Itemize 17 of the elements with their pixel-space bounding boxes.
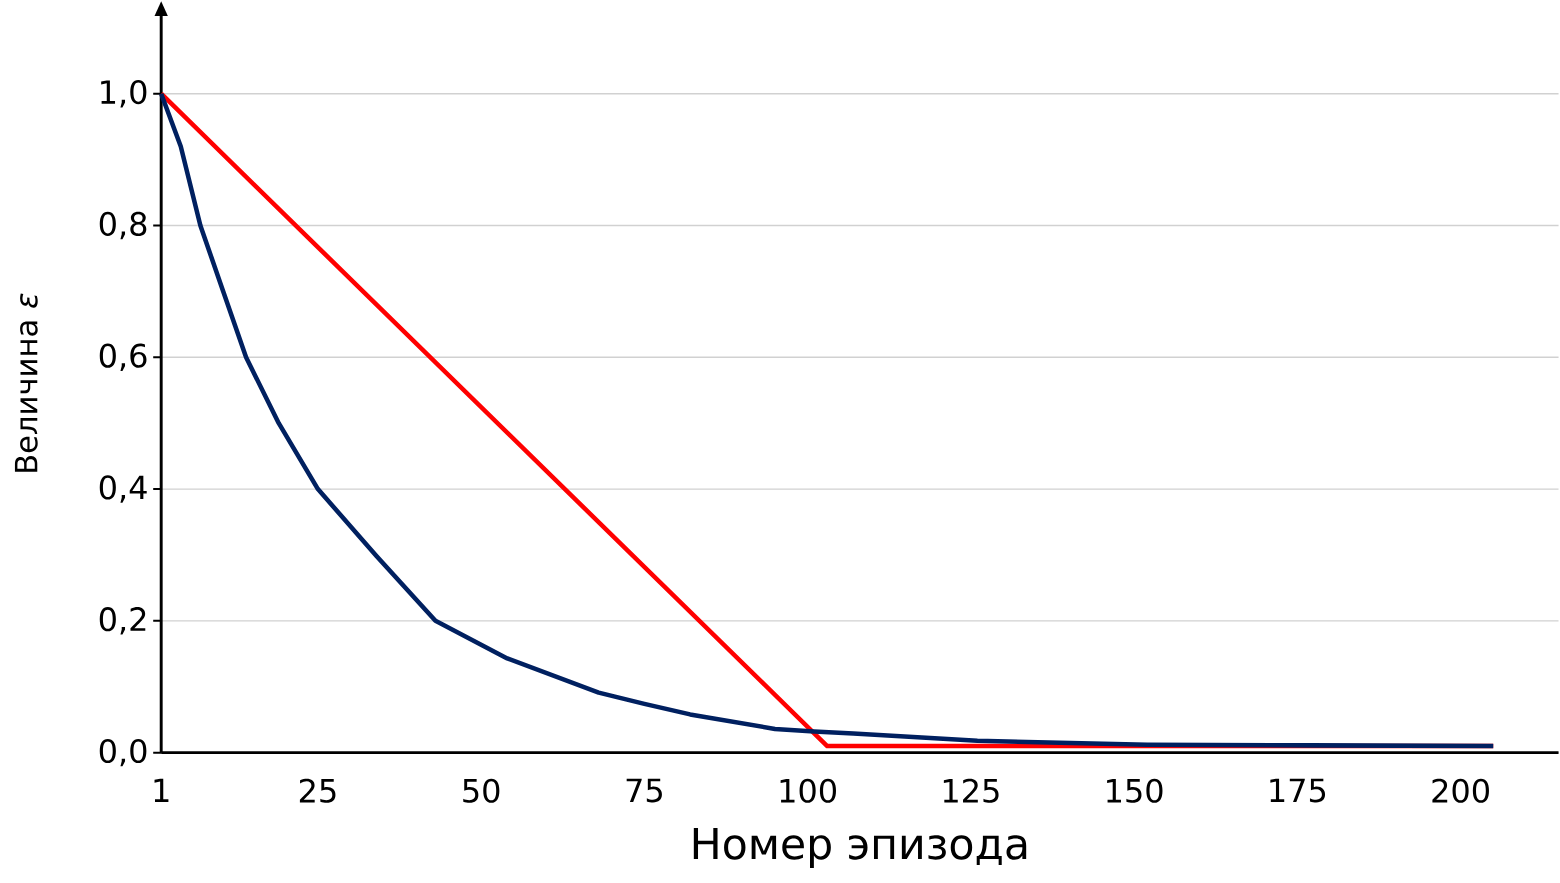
x-tick-label: 50 (463, 778, 500, 803)
x-axis-title: Номер эпизода (693, 827, 1027, 868)
y-tick-label: 0,0 (99, 738, 147, 767)
x-tick-label: 100 (780, 778, 836, 803)
x-tick-label: 25 (299, 778, 336, 803)
x-tick-label: 125 (943, 778, 999, 803)
y-tick-label: 0,2 (99, 607, 146, 635)
y-tick-label: 0,8 (99, 211, 147, 240)
x-tick-label: 200 (1432, 778, 1489, 803)
y-tick-label: 0,4 (99, 475, 147, 503)
y-tick-label: 1,0 (101, 79, 147, 108)
x-tick-label: 175 (1270, 778, 1326, 803)
y-tick-label: 0,6 (99, 343, 147, 371)
y-axis-title: Величина ε (14, 293, 38, 472)
x-tick-label: 75 (626, 778, 662, 803)
x-tick-label: 150 (1107, 778, 1163, 803)
x-tick-label: 1 (154, 778, 169, 802)
